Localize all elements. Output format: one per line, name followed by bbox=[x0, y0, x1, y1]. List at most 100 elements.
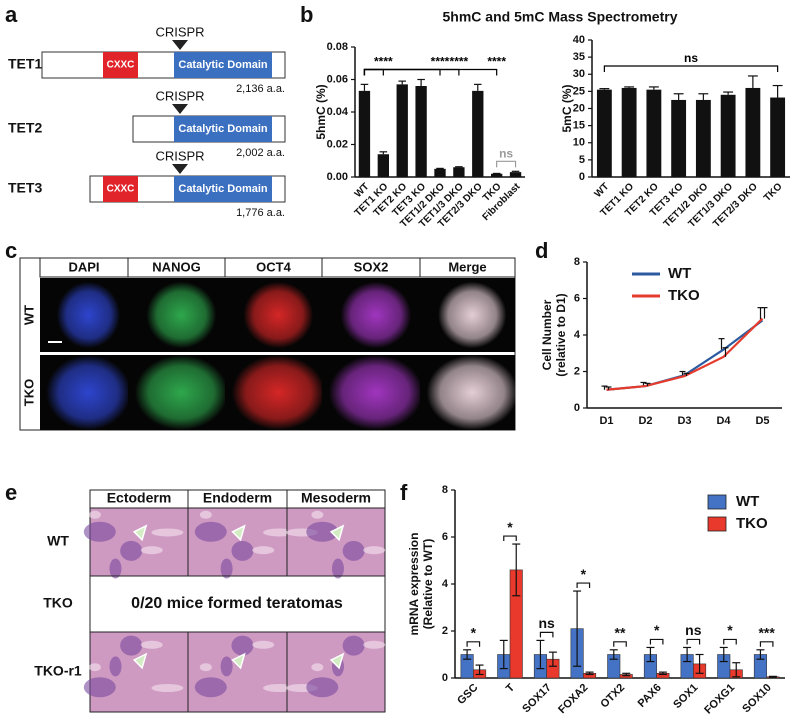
tissue-structure bbox=[252, 640, 275, 649]
bar bbox=[509, 172, 522, 177]
bar bbox=[358, 90, 371, 177]
colony bbox=[438, 281, 507, 349]
x-tick-label: FOXA2 bbox=[556, 682, 590, 715]
tissue-structure bbox=[120, 635, 143, 656]
significance-label: * bbox=[581, 566, 587, 582]
tissue-structure bbox=[140, 640, 163, 649]
mass-spec-title: 5hmC and 5mC Mass Spectrometry bbox=[443, 9, 678, 25]
catalytic-domain bbox=[174, 52, 272, 78]
panel-label: c bbox=[5, 238, 17, 263]
y-tick-label: 0.08 bbox=[327, 41, 348, 53]
y-axis-label: 5mC (%) bbox=[560, 84, 574, 132]
y-tick-label: 0 bbox=[574, 402, 580, 414]
tissue-structure bbox=[83, 677, 116, 698]
tissue-structure bbox=[194, 521, 227, 542]
column-header: SOX2 bbox=[354, 259, 389, 274]
tissue-structure bbox=[151, 528, 184, 537]
colony bbox=[426, 355, 518, 430]
bar bbox=[491, 173, 503, 177]
significance-label: * bbox=[727, 622, 733, 638]
colony bbox=[340, 281, 412, 349]
colony bbox=[243, 281, 314, 349]
significance-bracket bbox=[613, 641, 627, 647]
y-tick-label: 2 bbox=[442, 625, 448, 637]
arrowhead bbox=[132, 524, 148, 542]
y-tick-label: 2 bbox=[574, 365, 580, 377]
crispr-arrow bbox=[172, 40, 188, 50]
bar bbox=[695, 99, 711, 177]
y-tick-label: 30 bbox=[573, 68, 585, 80]
y-axis-label: (Relative to WT) bbox=[421, 539, 435, 630]
y-tick-label: 0 bbox=[579, 171, 585, 183]
arrowhead bbox=[132, 652, 148, 670]
x-tick-label: PAX6 bbox=[636, 682, 664, 710]
tissue-structure bbox=[342, 635, 365, 656]
significance-label: **** bbox=[431, 55, 450, 69]
y-axis-label: Cell Number bbox=[540, 299, 554, 370]
colony bbox=[134, 355, 228, 430]
tissue-structure bbox=[306, 677, 339, 698]
x-tick-label: SOX17 bbox=[520, 682, 554, 715]
legend-swatch bbox=[707, 494, 727, 510]
colony bbox=[46, 355, 131, 430]
significance-label: * bbox=[654, 622, 660, 638]
column-header: Endoderm bbox=[203, 490, 272, 506]
colony bbox=[56, 281, 121, 349]
series-line bbox=[606, 317, 764, 391]
bar bbox=[415, 86, 427, 177]
y-tick-label: 5 bbox=[579, 154, 585, 166]
arrowhead bbox=[231, 524, 246, 542]
significance-label: **** bbox=[487, 55, 506, 69]
y-tick-label: 0.02 bbox=[327, 138, 348, 150]
tissue-structure bbox=[194, 677, 227, 698]
tissue-structure bbox=[109, 558, 122, 579]
panel-label: e bbox=[5, 480, 17, 505]
bar bbox=[453, 167, 465, 177]
protein-length: 2,002 a.a. bbox=[236, 147, 285, 159]
cxxc-label: CXXC bbox=[107, 184, 135, 195]
significance-label: ns bbox=[685, 622, 702, 638]
bar bbox=[720, 94, 736, 177]
cxxc-domain bbox=[103, 176, 138, 202]
protein-name: TET2 bbox=[8, 120, 42, 136]
x-tick-label: D5 bbox=[755, 415, 769, 427]
bar bbox=[596, 89, 612, 177]
significance-label: **** bbox=[450, 55, 469, 69]
arrowhead bbox=[329, 652, 345, 670]
bar bbox=[377, 154, 389, 177]
significance-label: *** bbox=[758, 625, 775, 641]
y-tick-label: 0 bbox=[442, 672, 448, 684]
bar bbox=[472, 90, 484, 177]
catalytic-label: Catalytic Domain bbox=[178, 123, 268, 135]
column-header-cell bbox=[419, 257, 516, 278]
significance-bracket bbox=[496, 160, 517, 168]
panel-label: f bbox=[400, 480, 408, 505]
tissue-structure bbox=[363, 546, 386, 555]
y-tick-label: 40 bbox=[573, 34, 585, 46]
x-tick-label: D3 bbox=[677, 415, 691, 427]
column-header: NANOG bbox=[152, 259, 200, 274]
legend-label: WT bbox=[668, 265, 691, 282]
legend-label: TKO bbox=[736, 515, 768, 532]
significance-label: * bbox=[507, 519, 513, 535]
significance-bracket bbox=[759, 641, 774, 647]
tissue-structure bbox=[83, 521, 116, 542]
tissue-structure bbox=[220, 558, 233, 579]
bar bbox=[434, 168, 446, 177]
column-header: Ectoderm bbox=[107, 490, 172, 506]
bar bbox=[396, 84, 408, 177]
x-tick-label: SOX1 bbox=[671, 682, 700, 711]
y-tick-label: 0.00 bbox=[327, 171, 348, 183]
x-tick-label: TKO bbox=[762, 181, 785, 204]
row-header: TKO bbox=[43, 595, 73, 611]
tissue-structure bbox=[88, 663, 101, 672]
column-header: Merge bbox=[448, 259, 486, 274]
protein-length: 2,136 a.a. bbox=[236, 83, 285, 95]
y-axis-label: mRNA expression bbox=[407, 533, 421, 636]
tissue-structure bbox=[311, 663, 324, 672]
y-tick-label: 6 bbox=[574, 292, 580, 304]
significance-label: ns bbox=[684, 51, 698, 65]
tissue-structure bbox=[363, 640, 386, 649]
significance-bracket bbox=[723, 638, 737, 645]
